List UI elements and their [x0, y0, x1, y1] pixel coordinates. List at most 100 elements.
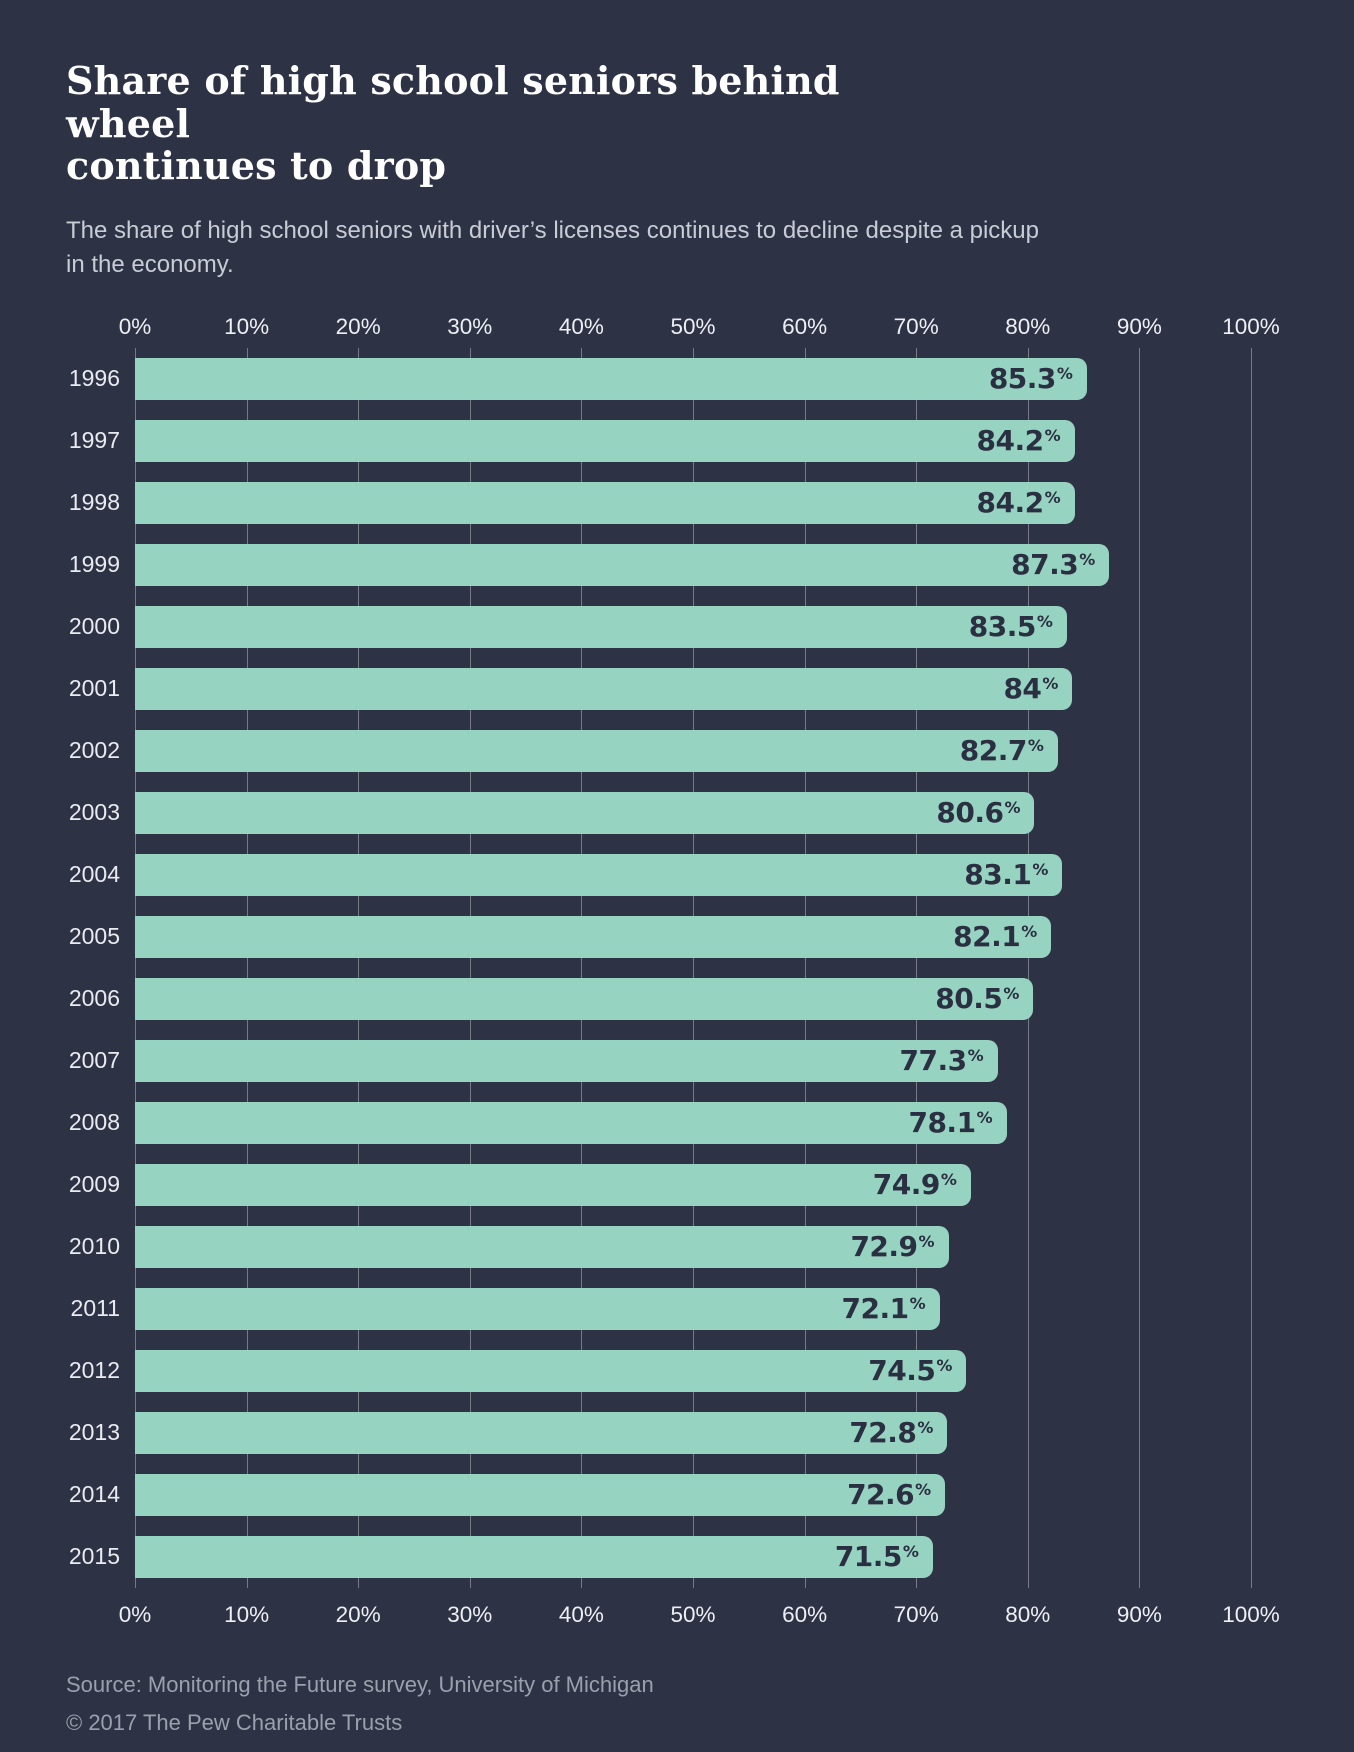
bar-row-2009: 2009 74.9%: [0, 1154, 1354, 1216]
axis-tick-label-10%: 10%: [224, 1601, 270, 1627]
bar-row-2001: 2001 84%: [0, 658, 1354, 720]
percent-sign: %: [917, 1417, 934, 1437]
axis-tick-label-40%: 40%: [558, 1601, 604, 1627]
bar-2004: 83.1%: [135, 853, 1063, 896]
chart-subtitle: The share of high school seniors with dr…: [66, 214, 1126, 282]
bar-value-label: 80.5%: [935, 981, 1020, 1015]
bar-track: 83.5%: [135, 605, 1251, 648]
bar-track: 74.5%: [135, 1349, 1251, 1392]
percent-sign: %: [918, 1231, 935, 1251]
bar-row-2013: 2013 72.8%: [0, 1402, 1354, 1464]
bar-track: 74.9%: [135, 1163, 1251, 1206]
gridline-40%: [581, 347, 583, 1588]
bar-row-2002: 2002 82.7%: [0, 720, 1354, 782]
percent-sign: %: [1056, 363, 1073, 383]
gridline-50%: [693, 347, 694, 1588]
axis-tick-label-50%: 50%: [670, 1601, 716, 1627]
bar-1998: 84.2%: [135, 481, 1075, 524]
bar-track: 78.1%: [135, 1101, 1251, 1144]
gridline-10%: [246, 347, 248, 1588]
percent-sign: %: [1044, 425, 1061, 445]
year-label-2013: 2013: [68, 1419, 120, 1446]
bars-container: 1996 85.3% 1997 84.2% 1998 84.2% 1999 87.3% 2000…: [0, 348, 1354, 1588]
axis-tick-label-60%: 60%: [782, 313, 828, 339]
chart-title-line1: Share of high school seniors behind whee…: [66, 58, 840, 146]
bar-row-2007: 2007 77.3%: [0, 1030, 1354, 1092]
bar-track: 84.2%: [135, 419, 1251, 462]
bar-value-label: 72.6%: [847, 1477, 932, 1511]
year-label-2010: 2010: [68, 1233, 120, 1260]
bar-row-2011: 2011 72.1%: [0, 1278, 1354, 1340]
gridline-20%: [358, 347, 360, 1588]
chart-title: Share of high school seniors behind whee…: [66, 58, 966, 188]
percent-sign: %: [902, 1541, 919, 1561]
axis-tick-label-90%: 90%: [1116, 313, 1162, 339]
bar-1996: 85.3%: [135, 357, 1087, 400]
axis-tick-label-30%: 30%: [447, 313, 493, 339]
bar-value-label: 85.3%: [988, 361, 1073, 395]
axis-tick-label-80%: 80%: [1005, 313, 1051, 339]
bar-track: 71.5%: [135, 1535, 1251, 1578]
axis-tick-label-60%: 60%: [782, 1601, 828, 1627]
bar-row-2005: 2005 82.1%: [0, 906, 1354, 968]
bar-track: 87.3%: [135, 543, 1251, 586]
year-label-2000: 2000: [68, 613, 120, 640]
percent-sign: %: [976, 1107, 993, 1127]
bar-value-label: 84.2%: [976, 423, 1061, 457]
percent-sign: %: [936, 1355, 953, 1375]
year-label-1998: 1998: [68, 489, 120, 516]
bar-row-2008: 2008 78.1%: [0, 1092, 1354, 1154]
bar-track: 72.8%: [135, 1411, 1251, 1454]
gridlines: [135, 347, 1252, 1588]
bar-track: 77.3%: [135, 1039, 1251, 1082]
axis-tick-label-80%: 80%: [1005, 1601, 1051, 1627]
bar-value-label: 77.3%: [899, 1043, 984, 1077]
bar-2001: 84%: [135, 667, 1073, 710]
bar-value-label: 82.7%: [959, 733, 1044, 767]
year-label-1996: 1996: [68, 365, 120, 392]
bar-1999: 87.3%: [135, 543, 1110, 586]
bar-value-label: 72.1%: [841, 1291, 926, 1325]
axis-tick-label-10%: 10%: [224, 313, 270, 339]
bar-value-label: 84%: [1003, 671, 1059, 705]
bar-2011: 72.1%: [135, 1287, 940, 1330]
bar-track: 72.6%: [135, 1473, 1251, 1516]
bar-2015: 71.5%: [135, 1535, 933, 1578]
bar-track: 84%: [135, 667, 1251, 710]
axis-tick-label-0%: 0%: [118, 313, 152, 339]
bar-track: 72.1%: [135, 1287, 1251, 1330]
bar-2014: 72.6%: [135, 1473, 946, 1516]
year-label-2004: 2004: [68, 861, 120, 888]
bar-2003: 80.6%: [135, 791, 1035, 834]
bar-chart: 0% 10% 20% 30% 40% 50% 60% 70% 80% 90% 100% 1996 85…: [0, 310, 1354, 1634]
bar-value-label: 72.8%: [849, 1415, 934, 1449]
year-label-2002: 2002: [68, 737, 120, 764]
year-label-2007: 2007: [68, 1047, 120, 1074]
bar-2009: 74.9%: [135, 1163, 971, 1206]
bar-track: 80.5%: [135, 977, 1251, 1020]
axis-tick-label-20%: 20%: [335, 1601, 381, 1627]
bar-row-1997: 1997 84.2%: [0, 410, 1354, 472]
axis-tick-label-40%: 40%: [558, 313, 604, 339]
axis-tick-label-90%: 90%: [1116, 1601, 1162, 1627]
gridline-0%: [135, 347, 136, 1588]
year-label-2015: 2015: [68, 1543, 120, 1570]
axis-tick-label-70%: 70%: [893, 313, 939, 339]
bar-2006: 80.5%: [135, 977, 1034, 1020]
bar-row-2003: 2003 80.6%: [0, 782, 1354, 844]
source-note: Source: Monitoring the Future survey, Un…: [66, 1671, 654, 1697]
year-label-2008: 2008: [68, 1109, 120, 1136]
axis-tick-label-30%: 30%: [447, 1601, 493, 1627]
percent-sign: %: [1027, 735, 1044, 755]
axis-tick-label-100%: 100%: [1222, 313, 1280, 339]
bar-value-label: 78.1%: [908, 1105, 993, 1139]
percent-sign: %: [1036, 611, 1053, 631]
bar-value-label: 72.9%: [850, 1229, 935, 1263]
gridline-60%: [804, 347, 806, 1588]
percent-sign: %: [1079, 549, 1096, 569]
bar-2000: 83.5%: [135, 605, 1067, 648]
percent-sign: %: [1032, 859, 1049, 879]
bar-value-label: 83.5%: [968, 609, 1053, 643]
gridline-30%: [469, 347, 471, 1588]
gridline-90%: [1139, 347, 1141, 1588]
